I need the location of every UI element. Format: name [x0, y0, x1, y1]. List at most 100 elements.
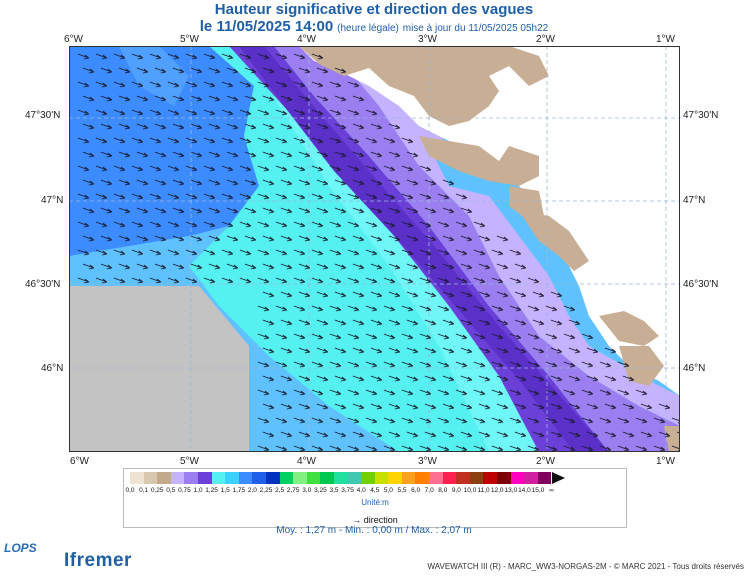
direction-arrow: [388, 123, 401, 130]
legend-unit: Unité:m: [361, 498, 389, 507]
lon-label-top: 5°W: [180, 34, 199, 45]
direction-arrow: [365, 249, 378, 256]
direction-arrow: [383, 277, 396, 284]
direction-arrow: [113, 221, 126, 228]
direction-arrow: [347, 81, 360, 88]
legend-tick-label: 5,5: [397, 487, 407, 494]
direction-arrow: [460, 235, 473, 242]
direction-arrow: [149, 249, 162, 256]
direction-arrow: [239, 81, 252, 88]
direction-arrow: [527, 333, 540, 340]
legend-swatch: [143, 472, 158, 484]
direction-arrow: [185, 221, 198, 228]
direction-arrow: [118, 179, 131, 186]
direction-arrow: [293, 109, 306, 116]
direction-arrow: [167, 277, 180, 284]
direction-arrow: [550, 347, 563, 354]
direction-arrow: [329, 445, 342, 452]
direction-arrow: [136, 179, 149, 186]
direction-arrow: [262, 431, 275, 438]
direction-arrow: [419, 305, 432, 312]
direction-arrow: [136, 207, 149, 214]
direction-arrow: [455, 249, 468, 256]
direction-arrow: [167, 221, 180, 228]
direction-arrow: [131, 53, 144, 60]
direction-arrow: [365, 445, 378, 452]
direction-arrow: [293, 389, 306, 396]
direction-arrow: [298, 319, 311, 326]
direction-arrow: [514, 375, 527, 382]
direction-arrow: [316, 179, 329, 186]
direction-arrow: [100, 207, 113, 214]
legend-tick-label: 7,0: [424, 487, 434, 494]
direction-arrow: [262, 67, 275, 74]
direction-arrow: [460, 403, 473, 410]
direction-arrow: [190, 95, 203, 102]
direction-arrow: [406, 347, 419, 354]
direction-arrow: [131, 249, 144, 256]
direction-arrow: [118, 67, 131, 74]
direction-arrow: [77, 193, 90, 200]
direction-arrow: [455, 361, 468, 368]
direction-arrow: [113, 137, 126, 144]
direction-arrow: [131, 81, 144, 88]
direction-arrow: [365, 137, 378, 144]
direction-arrow: [298, 347, 311, 354]
direction-arrow: [640, 403, 653, 410]
lat-label-left: 46°N: [41, 363, 64, 374]
land-noirmoutier: [519, 211, 589, 271]
direction-arrow: [347, 333, 360, 340]
direction-arrow: [100, 151, 113, 158]
direction-arrow: [514, 263, 527, 270]
direction-arrow: [437, 193, 450, 200]
direction-arrow: [149, 221, 162, 228]
direction-arrow: [82, 263, 95, 270]
direction-arrow: [167, 249, 180, 256]
direction-arrow: [154, 67, 167, 74]
direction-arrow: [77, 109, 90, 116]
direction-arrow: [419, 361, 432, 368]
direction-arrow: [352, 207, 365, 214]
direction-arrow: [280, 207, 293, 214]
direction-arrow: [424, 235, 437, 242]
direction-arrow: [406, 207, 419, 214]
direction-arrow: [221, 137, 234, 144]
direction-arrow: [244, 95, 257, 102]
direction-arrow: [568, 403, 581, 410]
direction-arrow: [401, 417, 414, 424]
direction-arrow: [473, 361, 486, 368]
lon-label-bottom: 1°W: [656, 456, 675, 467]
direction-arrow: [172, 67, 185, 74]
direction-arrow: [599, 361, 612, 368]
direction-arrow: [77, 137, 90, 144]
legend-swatch: [293, 472, 307, 484]
direction-arrow: [388, 151, 401, 158]
direction-arrow: [203, 165, 216, 172]
map-frame: [69, 46, 680, 452]
legend-swatch: [320, 472, 334, 484]
direction-arrow: [293, 193, 306, 200]
direction-arrow: [208, 151, 221, 158]
direction-arrow: [311, 221, 324, 228]
direction-arrow: [437, 361, 450, 368]
direction-arrow: [527, 277, 540, 284]
direction-arrow: [131, 137, 144, 144]
legend-tick-label: 8,0: [438, 487, 448, 494]
direction-arrow: [442, 403, 455, 410]
direction-arrow: [293, 221, 306, 228]
direction-arrow: [352, 347, 365, 354]
legend-tick-label: 1,25: [205, 487, 218, 494]
direction-arrow: [154, 95, 167, 102]
legend-swatch: [483, 472, 498, 484]
direction-arrow: [514, 431, 527, 438]
direction-arrow: [383, 221, 396, 228]
direction-arrow: [460, 319, 473, 326]
direction-arrow: [599, 389, 612, 396]
direction-arrow: [473, 221, 486, 228]
color-legend: 0,0 0,1 0,25 0,5 0,75 1,0 1,25 1,5 1,75 2,0 2,25 2,…: [123, 468, 627, 528]
wave-height-map[interactable]: [69, 46, 680, 452]
direction-arrow: [563, 445, 576, 452]
direction-arrow: [401, 361, 414, 368]
update-time: mise à jour du 11/05/2025 05h22: [402, 23, 549, 34]
direction-arrow: [113, 165, 126, 172]
